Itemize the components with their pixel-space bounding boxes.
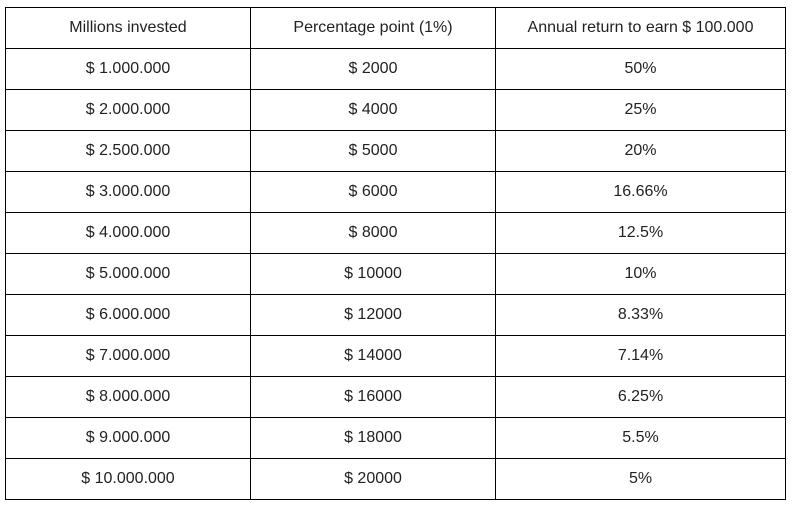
cell-millions-invested: $ 6.000.000	[5, 294, 251, 336]
table-row: $ 2.000.000 $ 4000 25%	[5, 89, 786, 131]
cell-percentage-point: $ 12000	[250, 294, 496, 336]
table-row: $ 10.000.000 $ 20000 5%	[5, 458, 786, 500]
table-row: $ 5.000.000 $ 10000 10%	[5, 253, 786, 295]
cell-millions-invested: $ 4.000.000	[5, 212, 251, 254]
cell-annual-return: 25%	[495, 89, 786, 131]
cell-millions-invested: $ 3.000.000	[5, 171, 251, 213]
cell-annual-return: 12.5%	[495, 212, 786, 254]
cell-percentage-point: $ 8000	[250, 212, 496, 254]
cell-annual-return: 8.33%	[495, 294, 786, 336]
cell-millions-invested: $ 2.000.000	[5, 89, 251, 131]
cell-annual-return: 7.14%	[495, 335, 786, 377]
cell-percentage-point: $ 14000	[250, 335, 496, 377]
header-percentage-point: Percentage point (1%)	[250, 7, 496, 49]
table-row: $ 4.000.000 $ 8000 12.5%	[5, 212, 786, 254]
cell-percentage-point: $ 18000	[250, 417, 496, 459]
cell-annual-return: 6.25%	[495, 376, 786, 418]
table-row: $ 7.000.000 $ 14000 7.14%	[5, 335, 786, 377]
cell-millions-invested: $ 5.000.000	[5, 253, 251, 295]
table-row: $ 1.000.000 $ 2000 50%	[5, 48, 786, 90]
cell-percentage-point: $ 16000	[250, 376, 496, 418]
table-header-row: Millions invested Percentage point (1%) …	[5, 7, 786, 49]
cell-annual-return: 50%	[495, 48, 786, 90]
cell-annual-return: 5%	[495, 458, 786, 500]
cell-millions-invested: $ 9.000.000	[5, 417, 251, 459]
table-row: $ 8.000.000 $ 16000 6.25%	[5, 376, 786, 418]
cell-millions-invested: $ 10.000.000	[5, 458, 251, 500]
cell-percentage-point: $ 10000	[250, 253, 496, 295]
cell-millions-invested: $ 1.000.000	[5, 48, 251, 90]
cell-annual-return: 16.66%	[495, 171, 786, 213]
header-annual-return: Annual return to earn $ 100.000	[495, 7, 786, 49]
cell-millions-invested: $ 2.500.000	[5, 130, 251, 172]
cell-percentage-point: $ 6000	[250, 171, 496, 213]
header-millions-invested: Millions invested	[5, 7, 251, 49]
cell-millions-invested: $ 7.000.000	[5, 335, 251, 377]
cell-percentage-point: $ 2000	[250, 48, 496, 90]
cell-percentage-point: $ 20000	[250, 458, 496, 500]
table-row: $ 3.000.000 $ 6000 16.66%	[5, 171, 786, 213]
cell-annual-return: 5.5%	[495, 417, 786, 459]
cell-percentage-point: $ 5000	[250, 130, 496, 172]
table-row: $ 9.000.000 $ 18000 5.5%	[5, 417, 786, 459]
cell-millions-invested: $ 8.000.000	[5, 376, 251, 418]
cell-annual-return: 10%	[495, 253, 786, 295]
cell-annual-return: 20%	[495, 130, 786, 172]
table-row: $ 2.500.000 $ 5000 20%	[5, 130, 786, 172]
table-row: $ 6.000.000 $ 12000 8.33%	[5, 294, 786, 336]
cell-percentage-point: $ 4000	[250, 89, 496, 131]
investment-table: Millions invested Percentage point (1%) …	[5, 7, 786, 500]
